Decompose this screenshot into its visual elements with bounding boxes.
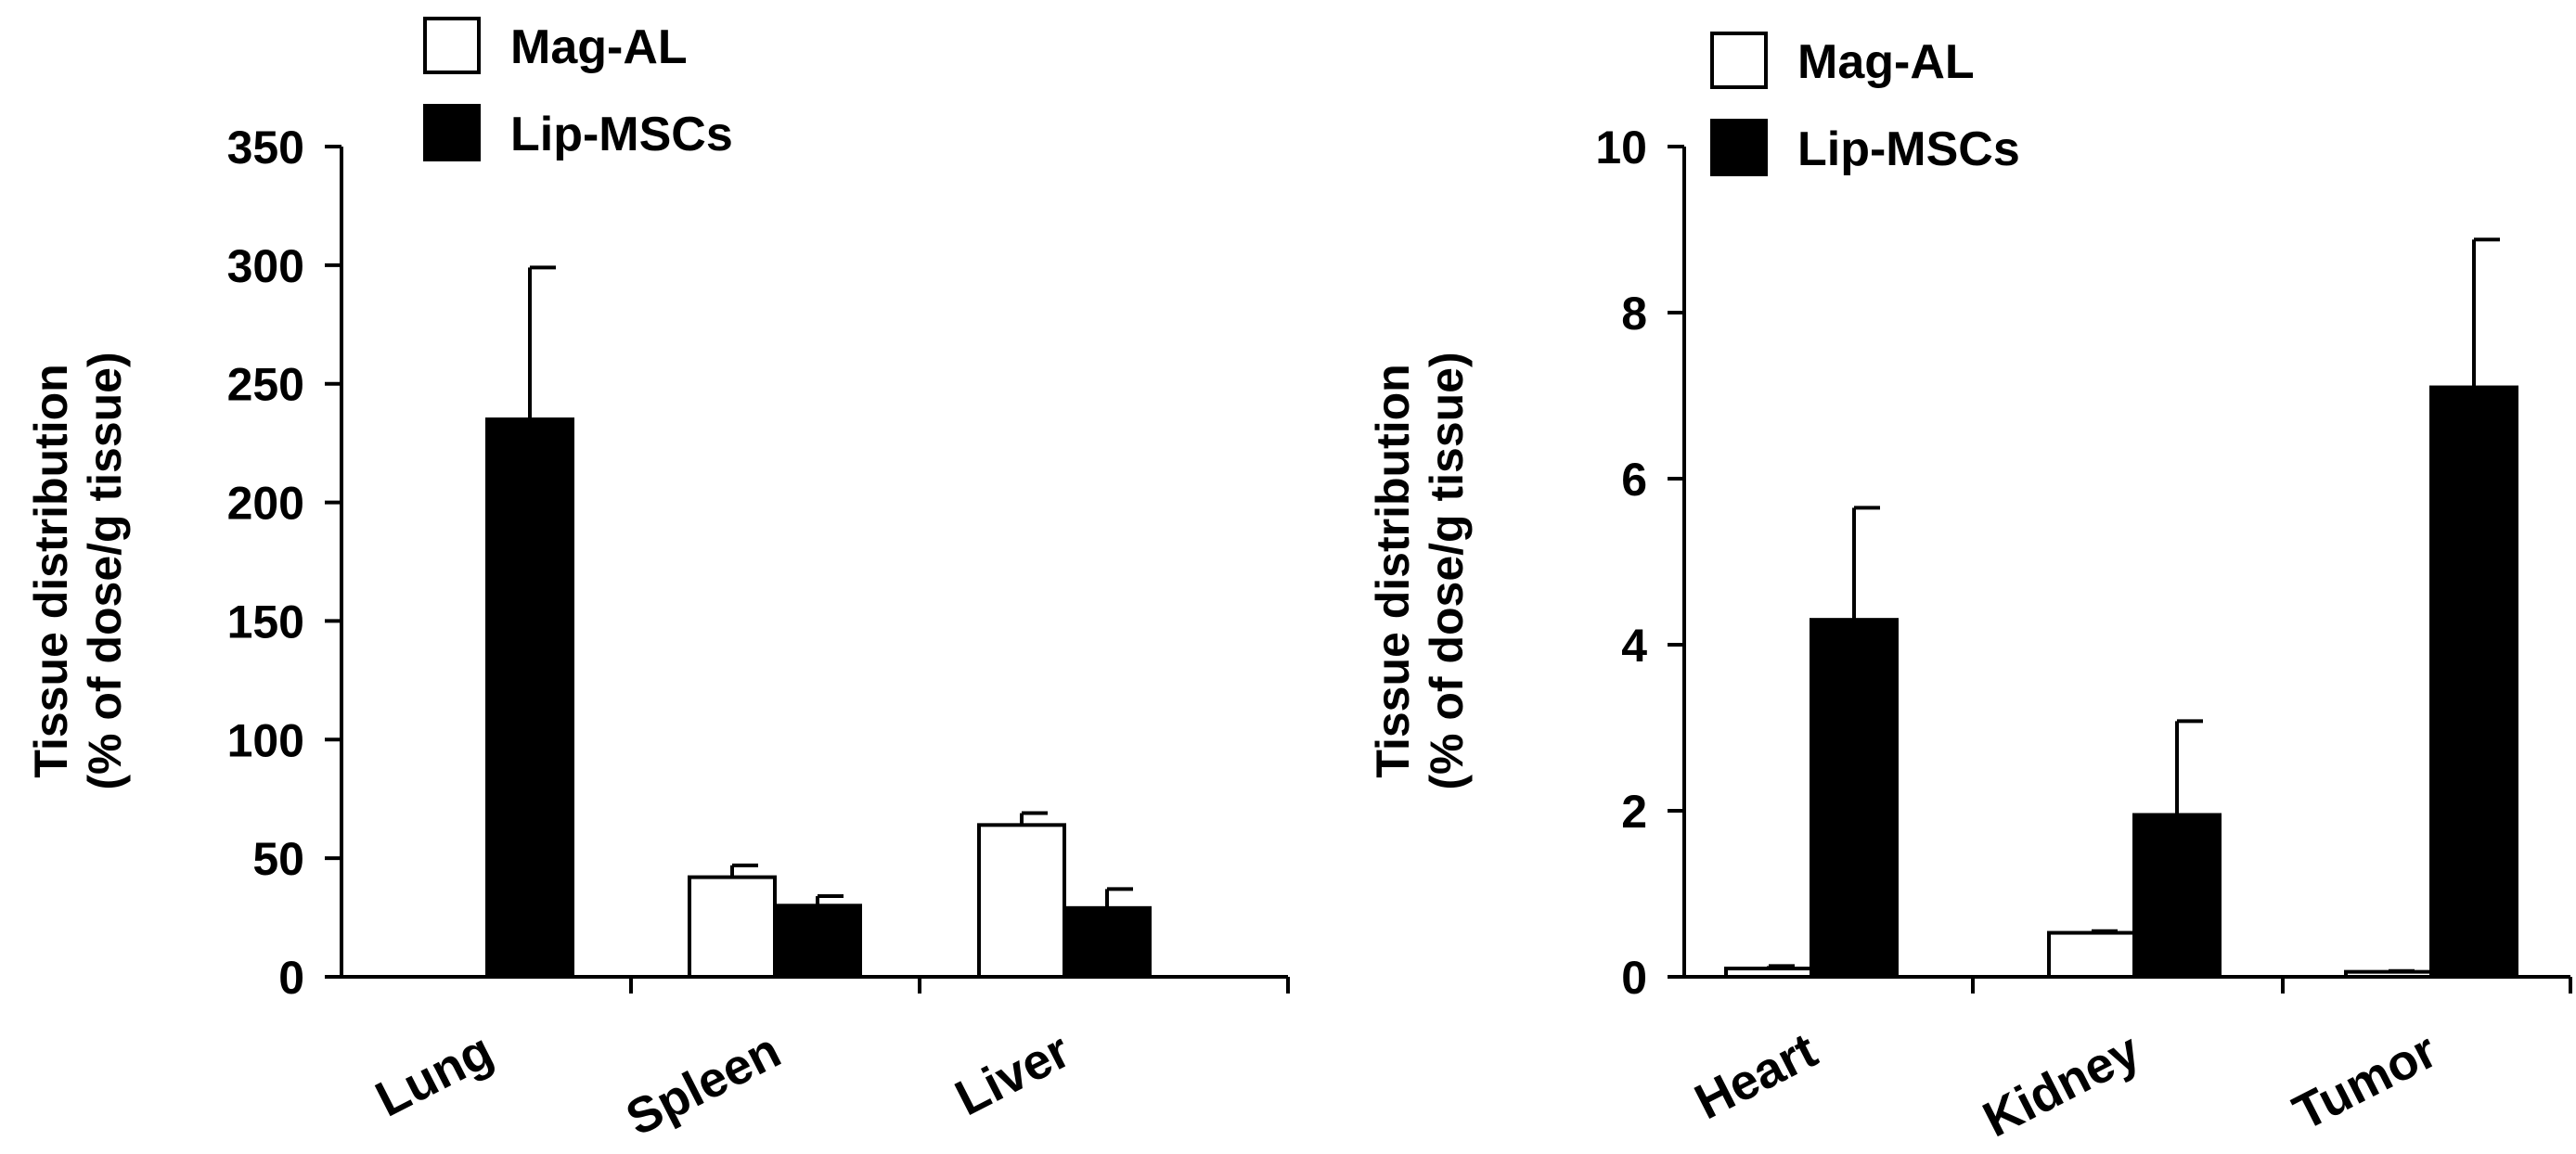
y-axis-title-line: (% of dose/g tissue) <box>79 352 131 789</box>
bar-lip-mscs-lung <box>485 417 574 980</box>
bar-mag-al-liver <box>977 823 1066 979</box>
bar-mag-al-kidney <box>2047 930 2136 980</box>
x-category-label: Heart <box>1686 1022 1825 1130</box>
legend-label: Mag-AL <box>510 20 688 74</box>
y-tick-label: 150 <box>227 596 304 648</box>
bar-mag-al-tumor <box>2344 969 2433 980</box>
legend-swatch <box>423 17 481 74</box>
x-category-label: Spleen <box>617 1022 789 1147</box>
y-tick-label: 0 <box>278 952 304 1004</box>
bar-lip-mscs-tumor <box>2429 385 2518 979</box>
y-tick-label: 10 <box>1595 122 1647 173</box>
bar-lip-mscs-spleen <box>773 904 862 979</box>
y-tick-label: 100 <box>227 714 304 766</box>
y-tick-label: 6 <box>1621 454 1647 506</box>
y-axis-title: Tissue distribution(% of dose/g tissue) <box>1367 352 1473 789</box>
bar-lip-mscs-liver <box>1063 905 1152 979</box>
y-tick-label: 8 <box>1621 288 1647 340</box>
y-axis-title-line: Tissue distribution <box>25 364 77 777</box>
bar-lip-mscs-kidney <box>2132 813 2222 979</box>
x-category-label: Lung <box>367 1022 502 1127</box>
bar-lip-mscs-heart <box>1810 618 1899 980</box>
y-axis-title-line: (% of dose/g tissue) <box>1421 352 1473 789</box>
chart-1: 0 50 100 150 200 250 300 350 Lung Spleen Liver Tiss… <box>25 17 1290 1147</box>
bar-mag-al-heart <box>1724 967 1813 980</box>
y-tick-label: 50 <box>252 833 304 885</box>
y-tick-label: 350 <box>227 122 304 173</box>
legend-label: Lip-MSCs <box>510 108 733 161</box>
x-category-label: Kidney <box>1975 1022 2149 1148</box>
y-tick-label: 0 <box>1621 952 1647 1004</box>
x-category-label: Tumor <box>2285 1022 2445 1141</box>
y-tick-label: 250 <box>227 359 304 411</box>
legend-swatch <box>1710 32 1768 89</box>
y-axis-title-line: Tissue distribution <box>1367 364 1419 777</box>
y-tick-label: 2 <box>1621 786 1647 838</box>
y-axis-title: Tissue distribution(% of dose/g tissue) <box>25 352 131 789</box>
legend-swatch <box>1710 119 1768 176</box>
chart-2: 0 2 4 6 8 10 Heart Kidney Tumor Tissue distributi… <box>1367 32 2572 1148</box>
legend-label: Lip-MSCs <box>1797 122 2020 176</box>
y-tick-label: 200 <box>227 478 304 530</box>
bar-mag-al-spleen <box>688 875 777 979</box>
legend-label: Mag-AL <box>1797 35 1975 89</box>
x-category-label: Liver <box>947 1022 1078 1126</box>
y-tick-label: 300 <box>227 240 304 292</box>
legend-swatch <box>423 104 481 161</box>
y-tick-label: 4 <box>1621 620 1647 672</box>
